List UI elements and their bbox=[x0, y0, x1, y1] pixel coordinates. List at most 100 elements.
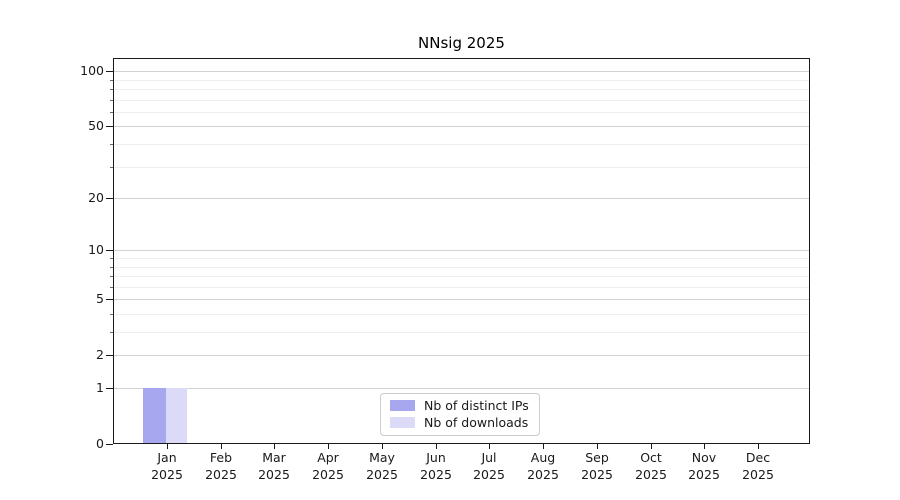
y-tick-label: 100 bbox=[80, 63, 104, 78]
gridline-minor bbox=[113, 332, 810, 333]
y-axis-minor-tick bbox=[110, 80, 113, 81]
plot-area bbox=[113, 58, 810, 444]
y-axis-minor-tick bbox=[110, 332, 113, 333]
x-tick-label: Oct 2025 bbox=[621, 450, 681, 483]
y-axis-minor-tick bbox=[110, 276, 113, 277]
y-axis-tick bbox=[106, 71, 113, 72]
gridline-major bbox=[113, 198, 810, 199]
x-tick-label-month: Jul bbox=[481, 450, 497, 465]
y-axis-tick bbox=[106, 444, 113, 445]
gridline-major bbox=[113, 126, 810, 127]
x-tick-label-month: Feb bbox=[209, 450, 233, 465]
y-axis-minor-tick bbox=[110, 112, 113, 113]
x-tick-label-month: Apr bbox=[317, 450, 339, 465]
x-tick-label-month: Jan bbox=[157, 450, 177, 465]
x-tick-label-year: 2025 bbox=[581, 466, 613, 482]
y-tick-label: 50 bbox=[88, 118, 104, 133]
x-tick-label-month: Sep bbox=[585, 450, 609, 465]
y-axis-minor-tick bbox=[110, 89, 113, 90]
x-tick-label-year: 2025 bbox=[635, 466, 667, 482]
x-tick-label-month: Dec bbox=[745, 450, 771, 465]
x-axis-tick bbox=[436, 444, 437, 449]
x-axis-tick bbox=[382, 444, 383, 449]
x-tick-label: Jun 2025 bbox=[406, 450, 466, 483]
y-tick-label: 1 bbox=[96, 380, 104, 395]
gridline-minor bbox=[113, 89, 810, 90]
gridline-minor bbox=[113, 144, 810, 145]
x-tick-label-year: 2025 bbox=[366, 466, 398, 482]
gridline-minor bbox=[113, 167, 810, 168]
gridline-minor bbox=[113, 258, 810, 259]
gridline-major bbox=[113, 388, 810, 389]
x-tick-label: May 2025 bbox=[352, 450, 412, 483]
x-tick-label: Aug 2025 bbox=[513, 450, 573, 483]
y-axis-minor-tick bbox=[110, 258, 113, 259]
x-axis-tick bbox=[651, 444, 652, 449]
x-tick-label: Apr 2025 bbox=[298, 450, 358, 483]
x-tick-label-year: 2025 bbox=[312, 466, 344, 482]
y-axis-minor-tick bbox=[110, 314, 113, 315]
x-tick-label-year: 2025 bbox=[151, 466, 183, 482]
gridline-minor bbox=[113, 276, 810, 277]
gridline-minor bbox=[113, 80, 810, 81]
legend-swatch-downloads bbox=[390, 417, 415, 428]
gridline-major bbox=[113, 355, 810, 356]
y-axis-minor-tick bbox=[110, 287, 113, 288]
x-axis-tick bbox=[328, 444, 329, 449]
x-axis-tick bbox=[704, 444, 705, 449]
y-tick-label: 2 bbox=[96, 347, 104, 362]
gridline-minor bbox=[113, 112, 810, 113]
x-tick-label-year: 2025 bbox=[473, 466, 505, 482]
x-tick-label-year: 2025 bbox=[258, 466, 290, 482]
x-axis-tick bbox=[274, 444, 275, 449]
x-tick-label: Jul 2025 bbox=[459, 450, 519, 483]
x-tick-label-month: Mar bbox=[262, 450, 286, 465]
x-tick-label-month: Oct bbox=[640, 450, 662, 465]
x-axis-tick bbox=[543, 444, 544, 449]
legend-swatch-distinct-ips bbox=[390, 400, 415, 411]
gridline-minor bbox=[113, 100, 810, 101]
x-axis-tick bbox=[167, 444, 168, 449]
bar-distinct-ips bbox=[143, 388, 166, 444]
x-tick-label-year: 2025 bbox=[742, 466, 774, 482]
x-tick-label: Mar 2025 bbox=[244, 450, 304, 483]
gridline-minor bbox=[113, 267, 810, 268]
bar-downloads bbox=[166, 388, 187, 444]
y-axis-tick bbox=[106, 250, 113, 251]
y-tick-label: 10 bbox=[88, 242, 104, 257]
y-axis-tick bbox=[106, 299, 113, 300]
x-tick-label-year: 2025 bbox=[205, 466, 237, 482]
x-tick-label-month: Nov bbox=[691, 450, 717, 465]
y-axis-minor-tick bbox=[110, 167, 113, 168]
y-axis-minor-tick bbox=[110, 100, 113, 101]
y-tick-label: 0 bbox=[96, 436, 104, 451]
legend-label-distinct-ips: Nb of distinct IPs bbox=[424, 398, 529, 413]
gridline-minor bbox=[113, 287, 810, 288]
gridline-major bbox=[113, 250, 810, 251]
x-tick-label: Dec 2025 bbox=[728, 450, 788, 483]
x-tick-label: Feb 2025 bbox=[191, 450, 251, 483]
y-axis-minor-tick bbox=[110, 267, 113, 268]
gridline-minor bbox=[113, 314, 810, 315]
y-axis-tick bbox=[106, 126, 113, 127]
x-axis-tick bbox=[597, 444, 598, 449]
legend-item-distinct-ips: Nb of distinct IPs bbox=[390, 397, 529, 414]
y-axis-tick bbox=[106, 388, 113, 389]
y-tick-label: 20 bbox=[88, 190, 104, 205]
legend-label-downloads: Nb of downloads bbox=[424, 415, 529, 430]
x-tick-label: Nov 2025 bbox=[674, 450, 734, 483]
x-tick-label-month: May bbox=[369, 450, 395, 465]
y-axis-minor-tick bbox=[110, 144, 113, 145]
x-axis-tick bbox=[221, 444, 222, 449]
y-tick-label: 5 bbox=[96, 291, 104, 306]
x-tick-label: Sep 2025 bbox=[567, 450, 627, 483]
gridline-major bbox=[113, 299, 810, 300]
x-axis-tick bbox=[758, 444, 759, 449]
x-tick-label-year: 2025 bbox=[688, 466, 720, 482]
legend-item-downloads: Nb of downloads bbox=[390, 414, 529, 431]
x-tick-label-month: Jun bbox=[426, 450, 446, 465]
x-tick-label-year: 2025 bbox=[527, 466, 559, 482]
chart-title: NNsig 2025 bbox=[418, 34, 505, 52]
legend: Nb of distinct IPs Nb of downloads bbox=[380, 393, 540, 436]
